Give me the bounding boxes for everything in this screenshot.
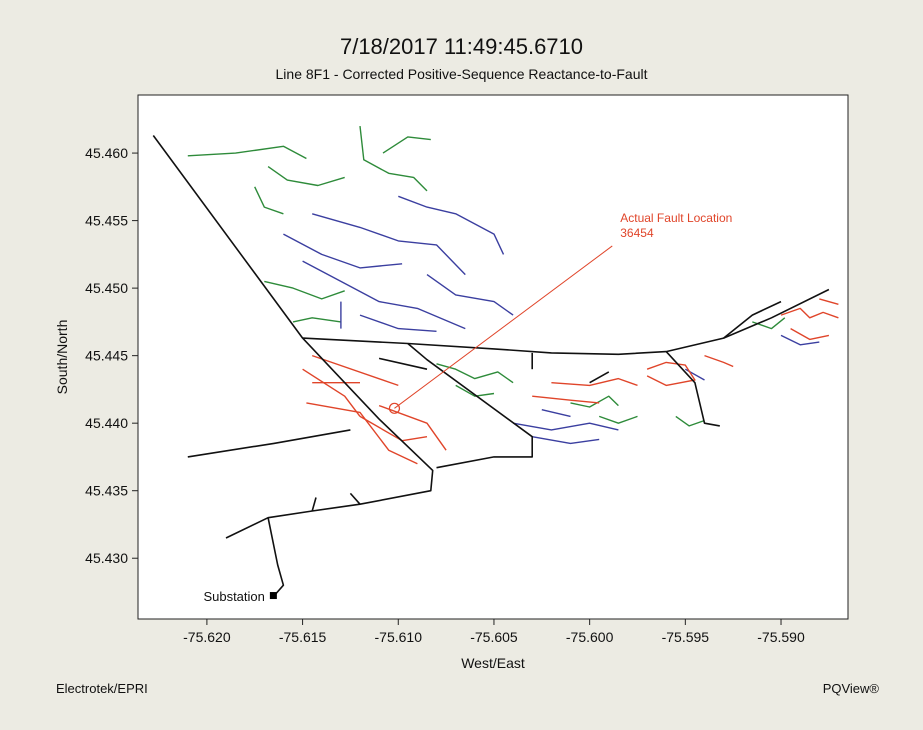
x-tick-label: -75.615 bbox=[279, 629, 327, 645]
green-branch-segment bbox=[382, 136, 431, 154]
trunk-segment bbox=[407, 342, 534, 469]
trunk-segment bbox=[302, 288, 830, 356]
red-branch-segment bbox=[780, 307, 839, 319]
blue-branch-segment bbox=[512, 422, 619, 431]
red-branch-segment bbox=[819, 298, 839, 305]
y-tick-label: 45.450 bbox=[85, 280, 128, 296]
red-branch-segment bbox=[704, 354, 734, 368]
blue-branch-segment bbox=[532, 436, 600, 445]
green-branch-segment bbox=[187, 145, 307, 160]
blue-branch-segment bbox=[302, 260, 466, 330]
trunk-segment bbox=[152, 135, 434, 539]
x-axis: -75.620 -75.615 -75.610 -75.605 -75.600 -75.5… bbox=[183, 619, 805, 645]
green-branch-segment bbox=[675, 415, 705, 427]
x-tick-label: -75.610 bbox=[375, 629, 423, 645]
green-branch-segment bbox=[570, 395, 619, 408]
green-branch-segment bbox=[267, 166, 345, 187]
red-branch-segment bbox=[646, 361, 696, 387]
fault-value: 36454 bbox=[620, 226, 654, 240]
red-branch-segment bbox=[306, 402, 418, 465]
blue-branch-segment bbox=[359, 314, 437, 332]
red-branch-segment bbox=[532, 395, 600, 404]
y-tick-label: 45.455 bbox=[85, 213, 128, 229]
y-axis: 45.430 45.435 45.440 45.445 45.450 45.455 45.4… bbox=[85, 145, 138, 566]
y-tick-label: 45.440 bbox=[85, 415, 128, 431]
red-branch-segment bbox=[302, 368, 361, 417]
blue-branch-segment bbox=[541, 409, 571, 418]
y-tick-label: 45.460 bbox=[85, 145, 128, 161]
plot-area bbox=[137, 94, 849, 620]
trunk-segment bbox=[187, 429, 351, 458]
blue-branch-segment bbox=[398, 195, 505, 255]
x-tick-label: -75.595 bbox=[662, 629, 710, 645]
x-tick-label: -75.600 bbox=[566, 629, 614, 645]
green-branch-segment bbox=[752, 317, 786, 330]
fault-marker bbox=[388, 402, 401, 414]
green-branch-segment bbox=[264, 280, 345, 300]
trunk-segment bbox=[665, 351, 720, 427]
substation-label: Substation bbox=[203, 589, 264, 604]
green-branch-segment bbox=[359, 126, 428, 192]
trunk-segment bbox=[589, 371, 610, 384]
red-branch-segment bbox=[551, 377, 638, 387]
trunk-segment bbox=[311, 497, 317, 512]
green-branch-segment bbox=[254, 186, 284, 215]
green-branch-segment bbox=[598, 415, 638, 424]
y-tick-label: 45.435 bbox=[85, 483, 128, 499]
red-branch-segment bbox=[378, 404, 447, 451]
blue-branch-segment bbox=[780, 334, 820, 346]
x-axis-label: West/East bbox=[461, 655, 525, 671]
blue-branch-segment bbox=[426, 274, 514, 316]
fault-pointer-line bbox=[394, 245, 613, 409]
green-branch-segment bbox=[455, 384, 495, 397]
red-branch-segment bbox=[311, 354, 399, 387]
network-lines bbox=[152, 126, 839, 597]
x-tick-label: -75.605 bbox=[470, 629, 518, 645]
blue-branch-segment bbox=[283, 233, 403, 269]
blue-branch-segment bbox=[312, 213, 466, 276]
green-branch-segment bbox=[292, 317, 341, 323]
footer-brand: PQView® bbox=[822, 681, 879, 696]
red-branch-segment bbox=[790, 327, 830, 341]
chart-title: 7/18/2017 11:49:45.6710 bbox=[339, 34, 584, 59]
y-tick-label: 45.430 bbox=[85, 550, 128, 566]
trunk-segment bbox=[267, 517, 285, 597]
trunk-segment bbox=[378, 357, 428, 370]
fault-label: Actual Fault Location bbox=[620, 211, 732, 225]
substation-marker bbox=[269, 592, 277, 600]
footer-credit: Electrotek/EPRI bbox=[56, 681, 148, 696]
x-tick-label: -75.620 bbox=[183, 629, 231, 645]
x-tick-label: -75.590 bbox=[757, 629, 805, 645]
chart-subtitle: Line 8F1 - Corrected Positive-Sequence R… bbox=[275, 66, 648, 82]
y-tick-label: 45.445 bbox=[85, 348, 128, 364]
trunk-segment bbox=[349, 492, 361, 505]
trunk-segment bbox=[723, 300, 782, 339]
y-axis-label: South/North bbox=[54, 320, 70, 395]
